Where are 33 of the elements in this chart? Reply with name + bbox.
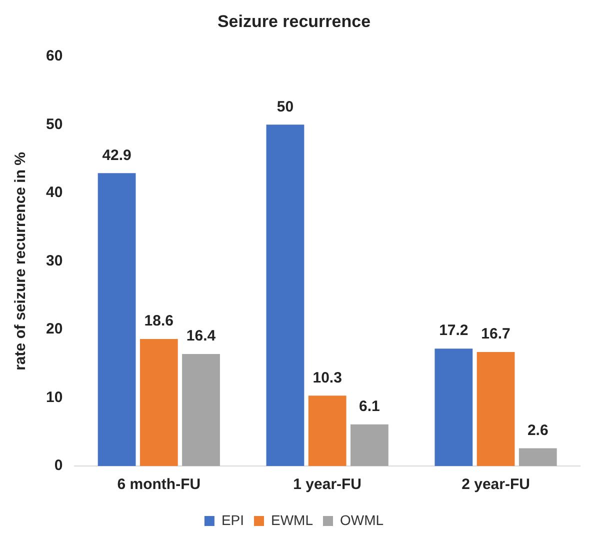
y-tick-label: 0 — [54, 457, 63, 474]
legend-label: EWML — [271, 512, 314, 528]
x-tick-label: 1 year-FU — [293, 476, 362, 494]
data-label: 50 — [276, 98, 294, 116]
bar — [182, 354, 220, 466]
y-tick-label: 60 — [46, 48, 63, 65]
data-label: 16.7 — [481, 326, 510, 343]
bar — [518, 448, 557, 466]
bar — [350, 424, 388, 466]
data-label: 2.6 — [527, 422, 548, 439]
legend-label: EPI — [221, 512, 244, 528]
data-label: 18.6 — [144, 312, 174, 330]
data-label: 16.4 — [186, 328, 216, 345]
bar — [140, 339, 178, 466]
y-axis-title: rate of seizure recurrence in % — [12, 152, 30, 370]
x-tick-label: 2 year-FU — [462, 476, 530, 494]
y-tick-label: 10 — [46, 388, 63, 406]
data-label: 17.2 — [439, 322, 468, 340]
legend-label: OWML — [340, 512, 384, 528]
bar — [434, 348, 473, 466]
chart-title: Seizure recurrence — [217, 12, 371, 31]
bar — [266, 124, 304, 466]
bar — [98, 173, 136, 466]
data-label: 6.1 — [359, 398, 380, 415]
y-tick-label: 50 — [46, 116, 63, 133]
y-tick-label: 30 — [46, 252, 63, 270]
bar — [308, 396, 346, 466]
data-label: 10.3 — [312, 369, 342, 386]
x-tick-label: 6 month-FU — [117, 476, 201, 494]
data-label: 42.9 — [102, 146, 132, 164]
y-tick-label: 20 — [46, 320, 63, 338]
bar — [476, 352, 515, 466]
y-tick-label: 40 — [46, 184, 63, 202]
